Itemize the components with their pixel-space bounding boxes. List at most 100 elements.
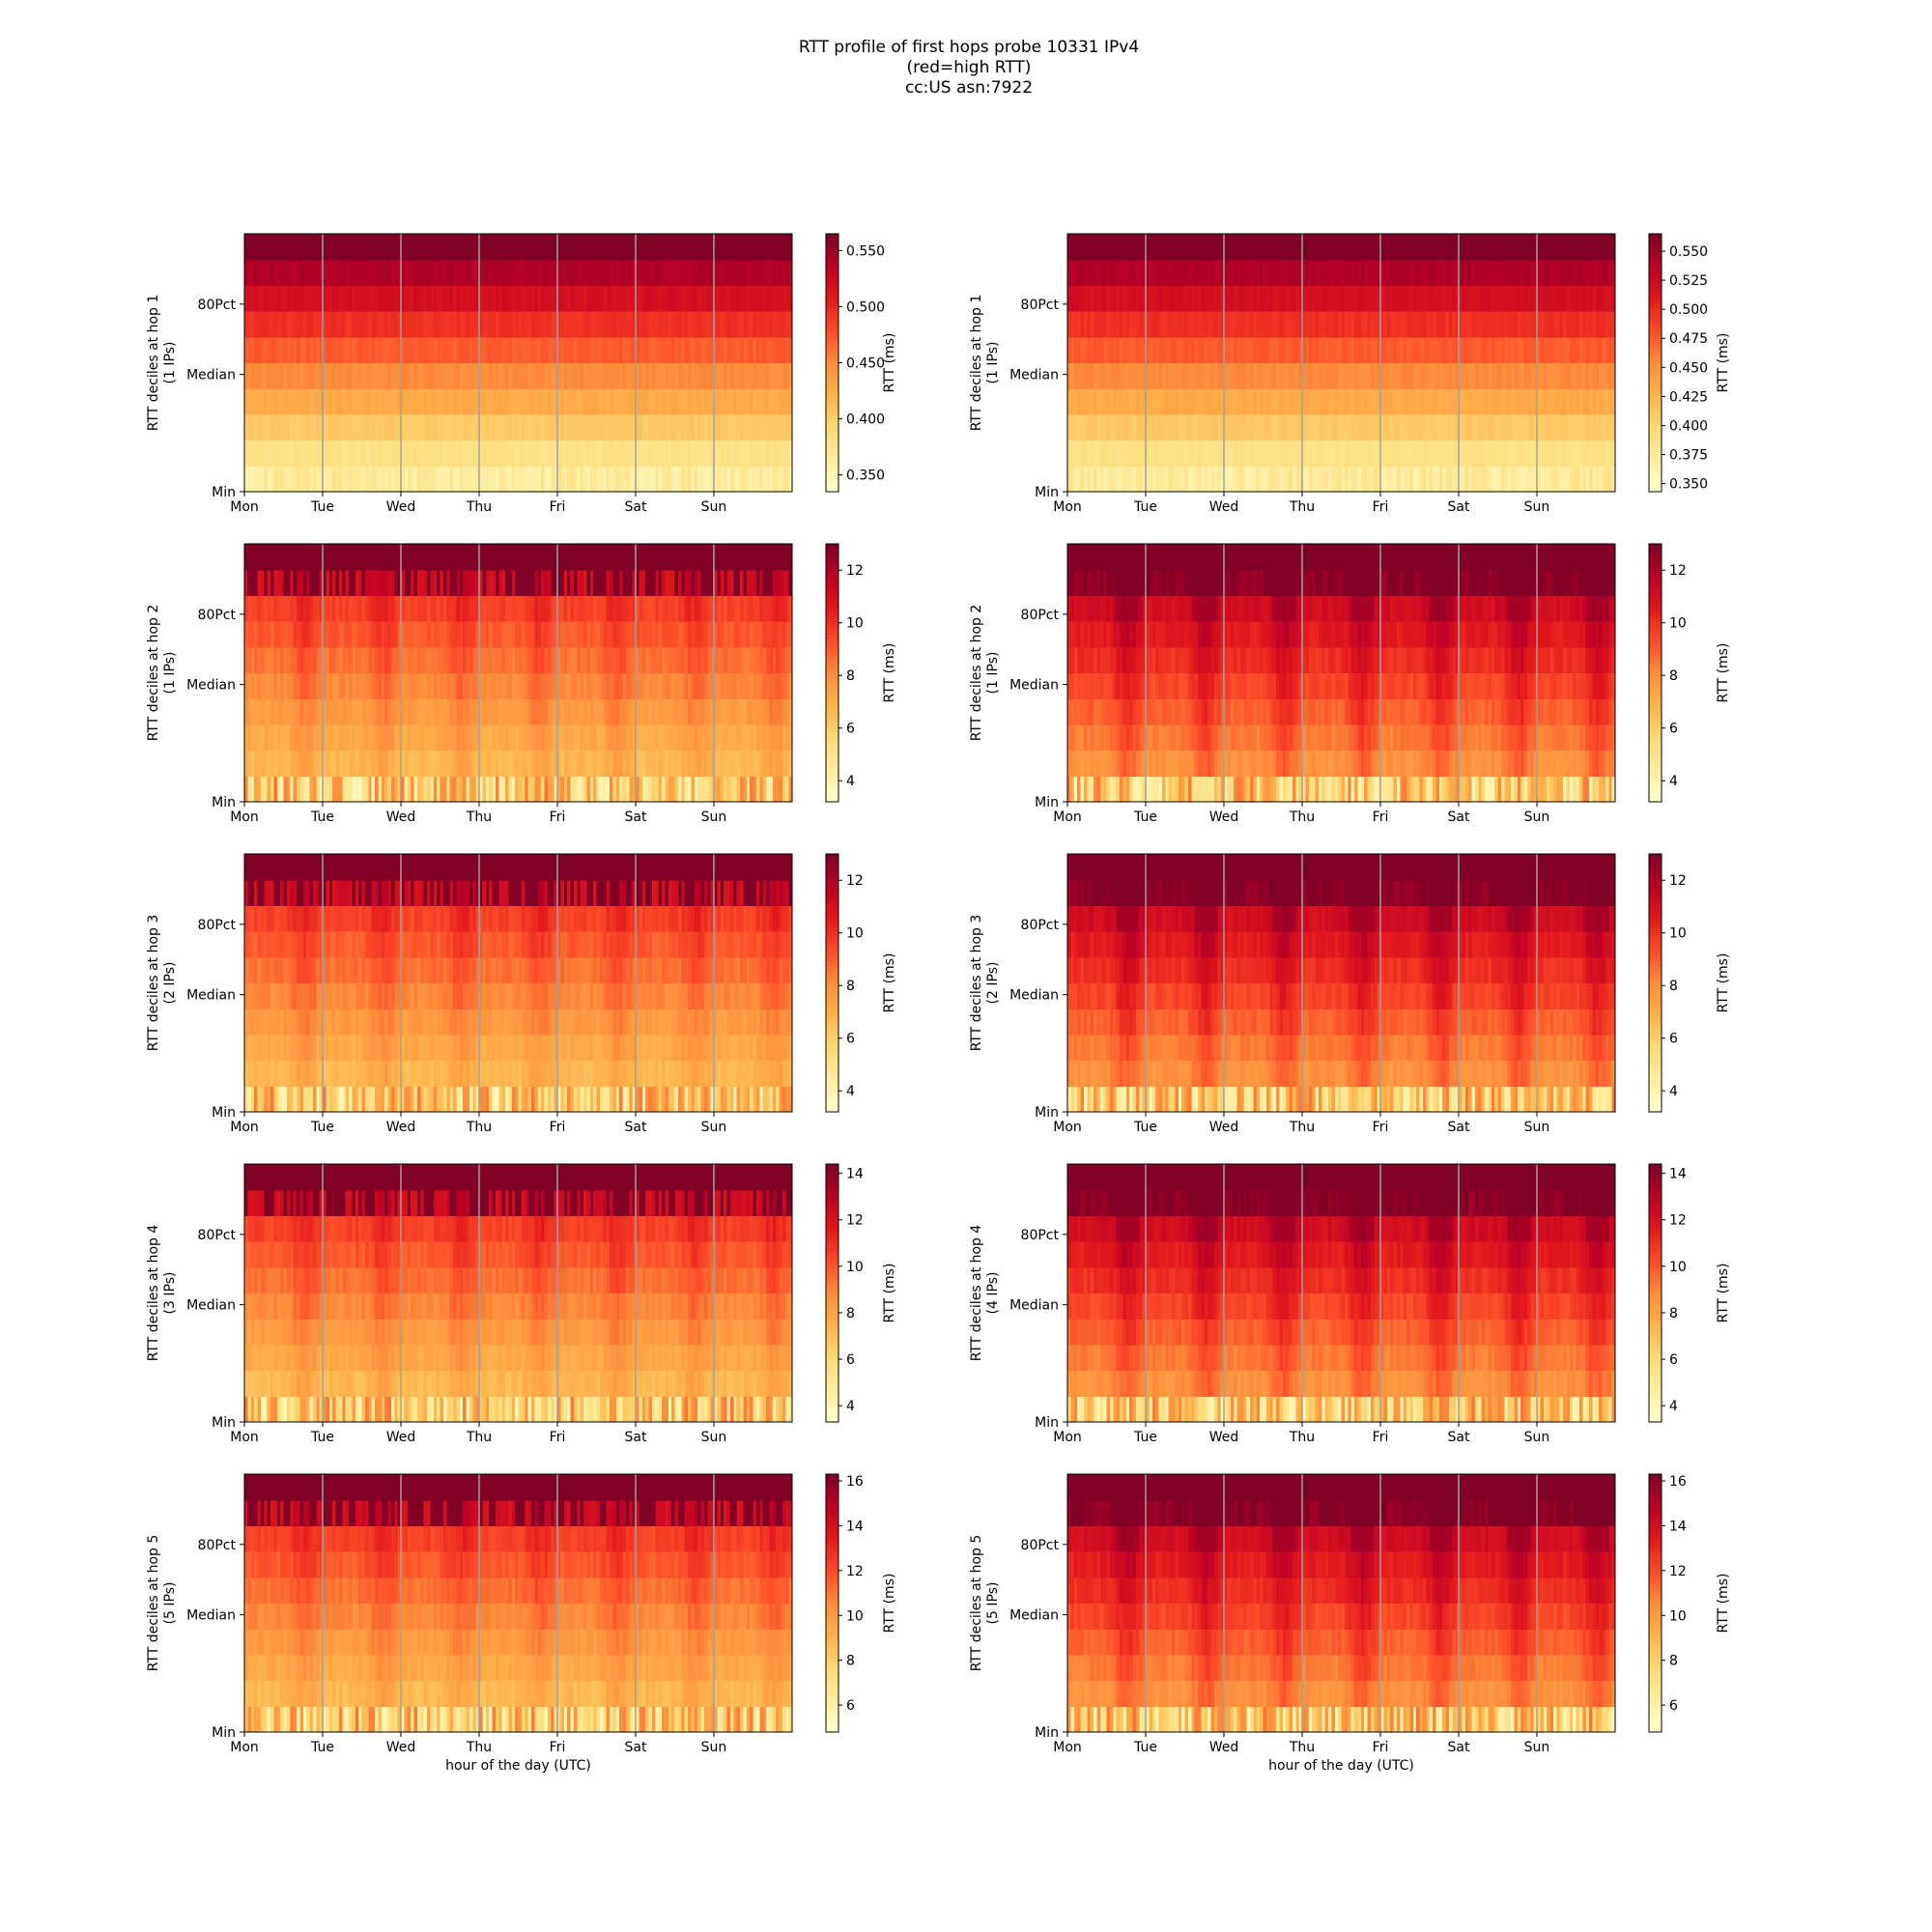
colorbar-segment [1649,402,1662,407]
colorbar [826,234,838,493]
colorbar-segment [1649,238,1662,242]
title-line-3: cc:US asn:7922 [905,78,1033,98]
colorbar-segment [1649,436,1662,440]
colorbar-segment [826,264,838,269]
colorbar [1649,234,1662,493]
colorbar-segment [1649,432,1662,437]
colorbar-segment [826,414,838,419]
colorbar-segment [1649,427,1662,432]
colorbar-segment [826,307,838,312]
colorbar-segment [826,324,838,328]
colorbar-segment [826,418,838,423]
colorbar-segment [826,298,838,303]
colorbar-tick-label: 0.350 [846,469,885,484]
colorbar-tick-label: 0.550 [1669,244,1708,260]
colorbar-segment [1649,414,1662,419]
colorbar-tick-label: 0.425 [1669,389,1708,405]
colorbar-segment [1649,290,1662,295]
colorbar-segment [1649,406,1662,411]
colorbar-segment [1649,363,1662,368]
colorbar-segment [1649,440,1662,445]
colorbar-segment [826,393,838,398]
colorbar-segment [826,453,838,458]
colorbar-segment [826,302,838,307]
colorbar-segment [826,251,838,256]
x-tick-label: Fri [1373,499,1389,515]
colorbar-segment [1649,358,1662,363]
colorbar-segment [826,440,838,445]
colorbar-tick-label: 0.525 [1669,273,1708,289]
colorbar-segment [1649,302,1662,307]
colorbar-segment [1649,380,1662,384]
x-tick-label: Sun [701,499,727,515]
colorbar-segment [826,402,838,407]
colorbar-segment [826,474,838,479]
colorbar-segment [1649,457,1662,462]
colorbar-segment [826,260,838,265]
colorbar-segment [826,355,838,359]
colorbar-tick-label: 0.500 [846,299,885,315]
x-tick-label: Fri [550,499,566,515]
colorbar-segment [826,358,838,363]
colorbar-label: RTT (ms) [1716,333,1731,393]
colorbar-segment [1649,251,1662,256]
colorbar-tick-label: 0.400 [1669,418,1708,434]
colorbar-segment [1649,246,1662,251]
colorbar-segment [826,277,838,282]
colorbar-segment [826,341,838,346]
y-axis-label-line: (1 IPs) [985,342,1001,384]
colorbar-segment [826,311,838,316]
colorbar-segment [826,371,838,376]
colorbar-segment [826,281,838,286]
colorbar-segment [826,337,838,342]
colorbar-segment [1649,269,1662,273]
colorbar-segment [1649,332,1662,337]
colorbar-segment [1649,462,1662,467]
colorbar-tick-label: 0.450 [1669,360,1708,376]
colorbar-segment [1649,311,1662,316]
colorbar-segment [1649,376,1662,381]
colorbar-segment [1649,474,1662,479]
colorbar-segment [1649,371,1662,376]
colorbar-segment [1649,341,1662,346]
x-tick-label: Mon [1053,499,1082,515]
x-tick-label: Mon [230,499,259,515]
colorbar-segment [826,466,838,470]
colorbar-segment [826,388,838,393]
colorbar-segment [826,432,838,437]
colorbar-segment [1649,384,1662,389]
y-tick-label: Min [212,485,236,500]
colorbar-segment [826,328,838,333]
y-tick-label: 80Pct [1021,298,1060,313]
colorbar-tick-label: 0.375 [1669,448,1708,464]
colorbar-segment [1649,337,1662,342]
colorbar-tick-label: 0.550 [846,243,885,259]
colorbar-segment [1649,444,1662,449]
colorbar-segment [1649,410,1662,414]
colorbar-segment [826,272,838,277]
colorbar-segment [826,380,838,384]
colorbar-segment [826,423,838,428]
colorbar-segment [1649,483,1662,488]
figure-title: RTT profile of first hops probe 10331 IP… [799,38,1139,98]
colorbar-segment [1649,242,1662,247]
x-tick-label: Thu [466,499,492,515]
colorbar-segment [826,285,838,290]
colorbar-segment [826,444,838,449]
colorbar-segment [826,406,838,411]
colorbar-label: RTT (ms) [882,333,897,393]
colorbar-segment [1649,307,1662,312]
colorbar-segment [826,290,838,295]
colorbar-segment [826,346,838,351]
colorbar-segment [826,384,838,389]
colorbar-segment [826,397,838,402]
x-tick-label: Sat [625,499,647,515]
colorbar-segment [1649,328,1662,333]
colorbar-segment [826,367,838,372]
heatmap-cells [244,234,793,493]
colorbar-segment [826,462,838,467]
x-tick-label: Thu [1289,499,1315,515]
heatmap-cells [1067,234,1616,493]
